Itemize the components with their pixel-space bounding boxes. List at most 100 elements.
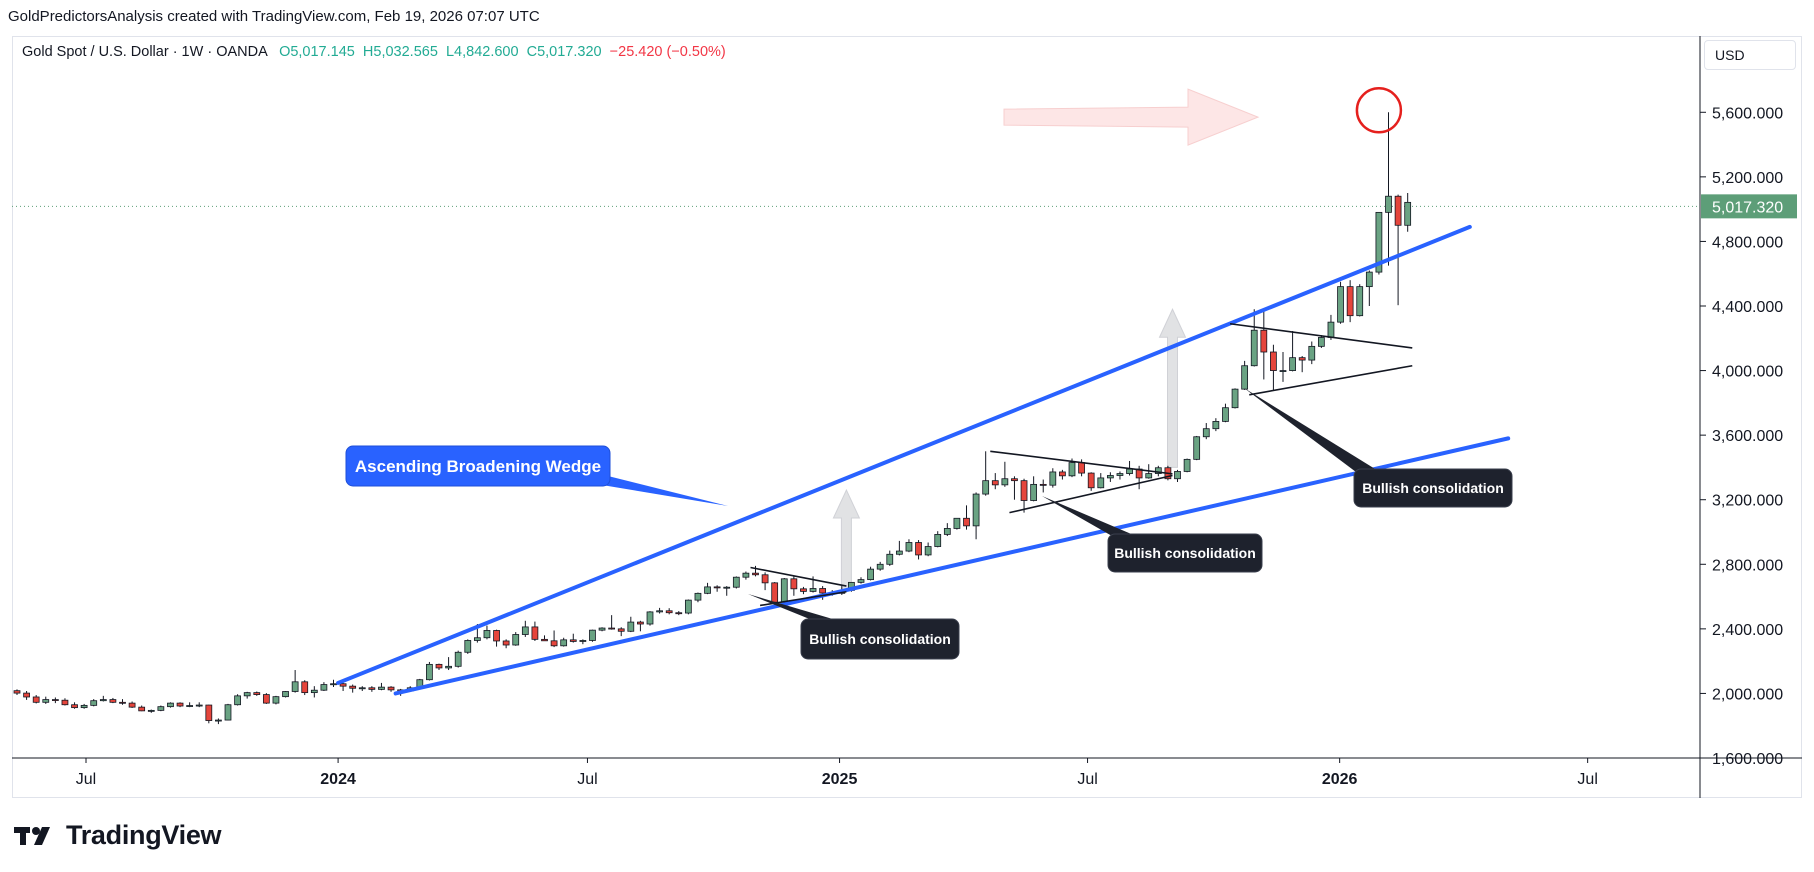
- candle-body: [943, 528, 951, 535]
- candle-body: [1126, 468, 1133, 474]
- candle-body: [493, 630, 500, 642]
- candles-layer: [13, 112, 1412, 725]
- high-value: H5,032.565: [362, 44, 438, 60]
- callout-consolidation-2: Bullish consolidation: [1042, 496, 1263, 573]
- candle-body: [646, 611, 654, 625]
- candle-body: [790, 578, 798, 590]
- callout-text: Bullish consolidation: [1114, 545, 1256, 561]
- candle-body: [42, 699, 50, 703]
- candle-body: [1011, 478, 1018, 482]
- candle-body: [291, 681, 299, 692]
- candle-body: [531, 626, 539, 640]
- symbol-legend[interactable]: Gold Spot / U.S. Dollar · 1W · OANDA O5,…: [22, 44, 726, 60]
- drawings-front: [336, 87, 1511, 696]
- tradingview-brand[interactable]: TradingView: [14, 820, 222, 851]
- candle-body: [138, 706, 146, 712]
- candle-body: [1087, 472, 1095, 489]
- candle-body: [1270, 351, 1277, 371]
- chart-caption: GoldPredictorsAnalysis created with Trad…: [8, 8, 540, 25]
- candle-body: [972, 493, 980, 527]
- close-value: C5,017.320: [526, 44, 602, 60]
- candle-body: [761, 574, 769, 584]
- candle-body: [262, 694, 270, 704]
- y-tick-label: 4,800.000: [1712, 234, 1783, 251]
- wedge-upper-line: [336, 224, 1472, 685]
- y-tick-label: 3,200.000: [1712, 493, 1783, 510]
- candle-body: [368, 687, 376, 690]
- candle-body: [483, 630, 491, 639]
- candle-body: [272, 696, 280, 704]
- candle-body: [1327, 321, 1335, 338]
- candle-body: [991, 480, 999, 486]
- candle-body: [704, 586, 711, 594]
- candle-body: [1279, 370, 1287, 372]
- candle-body: [1212, 421, 1220, 430]
- x-tick-label: 2025: [822, 771, 858, 788]
- candle-body: [1097, 477, 1105, 489]
- candle-body: [435, 663, 443, 669]
- candle-body: [1068, 462, 1076, 477]
- candle-body: [71, 704, 78, 709]
- candle-body: [1106, 475, 1114, 479]
- candle-body: [752, 572, 759, 576]
- chart-frame: [12, 36, 1802, 798]
- callout-wedge: Ascending Broadening Wedge: [345, 445, 728, 506]
- candle-body: [320, 684, 328, 691]
- candle-body: [80, 704, 88, 709]
- candle-body: [560, 639, 568, 647]
- x-tick-label: 2026: [1322, 771, 1358, 788]
- tradingview-logo-icon: [14, 826, 50, 845]
- candle-body: [445, 665, 452, 669]
- candle-body: [426, 663, 433, 681]
- wedge-lower-line: [393, 436, 1511, 696]
- highlight-arrow: [1003, 88, 1260, 146]
- candle-body: [176, 702, 184, 707]
- candle-body: [1193, 436, 1201, 460]
- y-tick-label: 5,600.000: [1712, 105, 1783, 122]
- candle-body: [771, 582, 779, 603]
- symbol-info: Gold Spot / U.S. Dollar · 1W · OANDA: [22, 44, 267, 60]
- candle-body: [1365, 271, 1373, 288]
- callout-box: [345, 445, 611, 487]
- callout-text: Bullish consolidation: [809, 631, 951, 647]
- candle-body: [109, 699, 117, 703]
- candle-body: [780, 578, 788, 603]
- candle-body: [1337, 286, 1344, 323]
- candle-body: [32, 696, 40, 703]
- candle-body: [23, 692, 30, 698]
- axes-layer: 5,600.000 5,200.000 4,800.000 4,400.000 4,00…: [12, 36, 1802, 798]
- y-tick-label: 4,000.000: [1712, 364, 1783, 381]
- candle-body: [358, 687, 366, 690]
- y-tick-label: 3,600.000: [1712, 428, 1783, 445]
- candle-body: [330, 683, 337, 686]
- candle-body: [627, 621, 635, 632]
- candle-body: [1222, 407, 1229, 422]
- candle-body: [128, 702, 136, 708]
- candle-body: [1202, 428, 1210, 438]
- candle-body: [512, 634, 520, 646]
- candle-body: [234, 695, 241, 706]
- currency-selector[interactable]: USD: [1704, 40, 1796, 70]
- candle-body: [119, 701, 126, 704]
- candle-body: [1385, 195, 1392, 213]
- candle-body: [656, 610, 663, 613]
- x-tick-label: Jul: [1077, 771, 1097, 788]
- candle-body: [157, 706, 165, 711]
- candle-body: [924, 546, 932, 556]
- candle-body: [675, 612, 683, 615]
- candle-body: [464, 640, 472, 653]
- candle-body: [301, 681, 309, 694]
- candle-body: [895, 550, 903, 555]
- candle-body: [349, 685, 357, 689]
- candle-body: [378, 686, 385, 690]
- callout-consolidation-3: Bullish consolidation: [1244, 388, 1513, 508]
- candle-body: [1174, 471, 1181, 480]
- candle-body: [1030, 483, 1038, 501]
- candle-body: [857, 579, 865, 583]
- candle-body: [195, 704, 203, 707]
- candle-body: [1039, 483, 1047, 486]
- x-tick-label: Jul: [1577, 771, 1597, 788]
- candle-body: [147, 709, 155, 712]
- candle-body: [90, 700, 98, 706]
